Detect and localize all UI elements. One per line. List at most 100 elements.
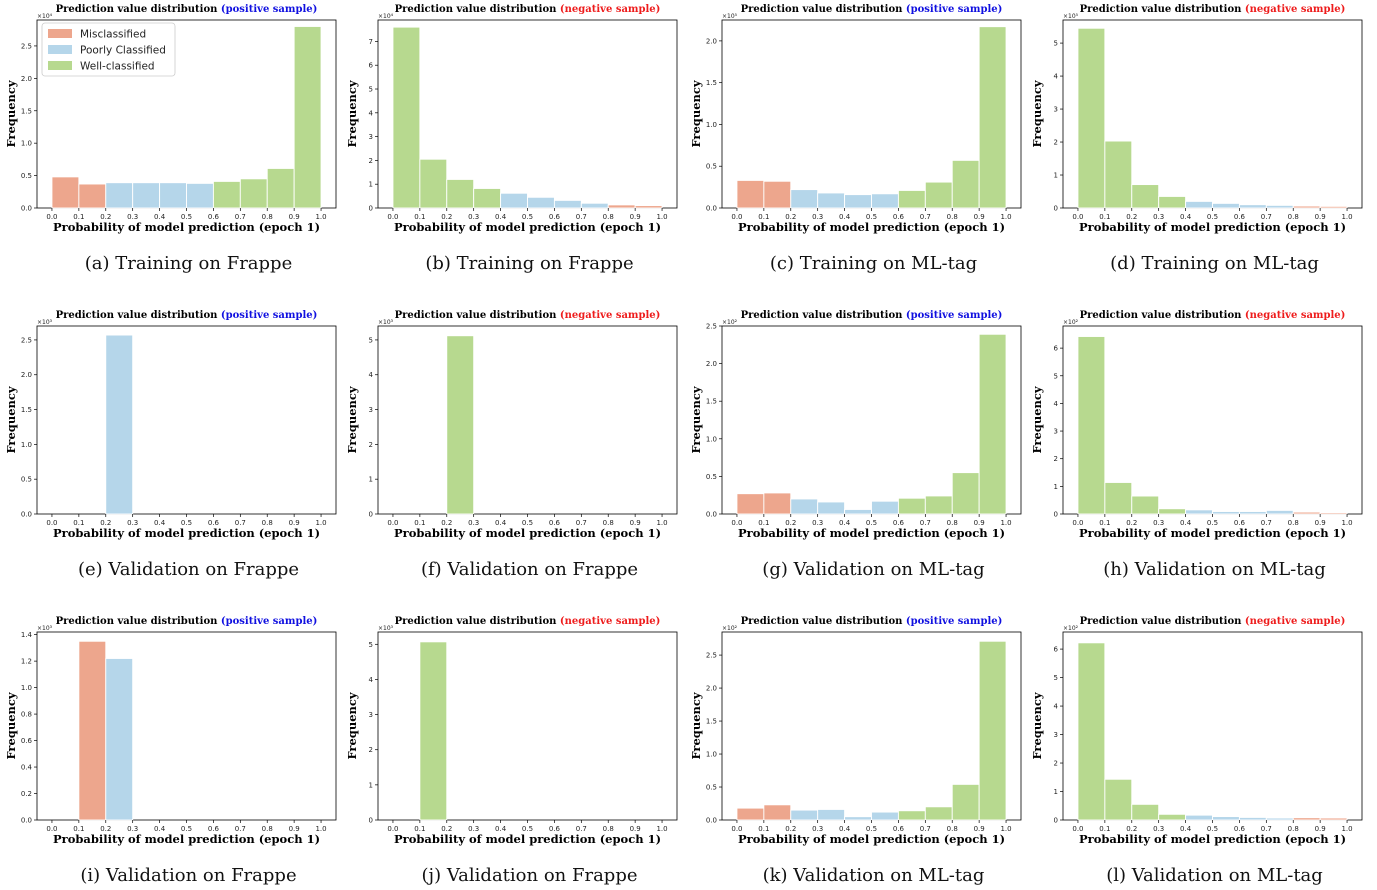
y-tick-label: 1.0: [21, 140, 32, 148]
x-tick-label: 0.7: [1261, 825, 1272, 833]
x-tick-label: 0.9: [289, 519, 300, 527]
bar: [446, 178, 475, 209]
bar: [817, 501, 846, 515]
bar: [159, 182, 187, 209]
subplot-g: Prediction value distribution (positive …: [689, 310, 1022, 580]
x-tick-label: 0.7: [235, 213, 246, 221]
bar: [1212, 816, 1240, 821]
x-tick-label: 0.7: [920, 213, 931, 221]
bar: [392, 26, 421, 209]
y-tick-label: 2.5: [21, 42, 32, 50]
title-sample: (negative sample): [560, 310, 660, 321]
subplot-f: Prediction value distribution (negative …: [345, 310, 678, 580]
axis-multiplier: ×10²: [722, 319, 738, 326]
y-tick-label: 1: [1054, 483, 1058, 491]
axes-frame: [377, 325, 678, 515]
x-tick-label: 0.1: [1099, 519, 1110, 527]
x-tick-label: 0.0: [731, 825, 742, 833]
bar: [1265, 817, 1294, 821]
y-tick-label: 4: [369, 109, 374, 117]
subfigure-caption: (b) Training on Frappe: [425, 253, 633, 274]
x-tick-label: 1.0: [1341, 519, 1352, 527]
bar: [790, 809, 819, 821]
title-main: Prediction value distribution: [741, 310, 904, 321]
x-axis-label: Probability of model prediction (epoch 1…: [394, 526, 661, 540]
x-tick-label: 0.4: [839, 519, 851, 527]
x-tick-label: 0.7: [920, 825, 931, 833]
x-tick-label: 0.9: [630, 519, 641, 527]
x-tick-label: 0.6: [1234, 519, 1246, 527]
x-tick-label: 0.3: [1153, 213, 1164, 221]
y-tick-label: 0: [369, 511, 373, 519]
subplot-j: Prediction value distribution (negative …: [345, 616, 678, 886]
bar: [78, 183, 107, 209]
x-tick-label: 0.2: [441, 825, 452, 833]
title-sample: (positive sample): [221, 616, 317, 627]
y-axis-label: Frequency: [345, 386, 359, 453]
bar: [473, 188, 502, 209]
y-tick-label: 0.0: [21, 205, 32, 213]
x-tick-label: 0.1: [1099, 213, 1110, 221]
y-tick-label: 4: [369, 371, 374, 379]
title-sample: (negative sample): [1245, 616, 1345, 627]
subfigure-caption: (d) Training on ML-tag: [1110, 253, 1319, 274]
bar: [1265, 509, 1294, 515]
x-tick-label: 0.8: [947, 213, 958, 221]
x-tick-label: 0.7: [235, 825, 246, 833]
x-tick-label: 0.9: [1315, 519, 1326, 527]
axis-multiplier: ×10⁴: [378, 13, 394, 20]
bar: [817, 192, 846, 209]
y-tick-label: 1: [1054, 788, 1058, 796]
bar: [1185, 200, 1213, 209]
y-tick-label: 2.0: [21, 371, 32, 379]
bar: [553, 199, 582, 209]
x-tick-label: 0.7: [576, 519, 587, 527]
axis-multiplier: ×10⁵: [722, 13, 738, 20]
bar: [607, 204, 636, 209]
bar: [1077, 336, 1106, 515]
bar: [763, 180, 792, 209]
x-tick-label: 1.0: [1000, 825, 1011, 833]
plot-title: Prediction value distribution (negative …: [1080, 310, 1346, 321]
x-tick-label: 0.5: [522, 825, 533, 833]
x-tick-label: 0.6: [893, 213, 905, 221]
y-tick-label: 2.5: [706, 323, 717, 331]
title-sample: (positive sample): [906, 616, 1002, 627]
subfigure-caption: (j) Validation on Frappe: [421, 865, 637, 886]
x-tick-label: 0.4: [154, 825, 166, 833]
y-tick-label: 1: [369, 781, 373, 789]
x-tick-label: 0.3: [468, 825, 479, 833]
subfigure-caption: (a) Training on Frappe: [85, 253, 292, 274]
legend-label: Poorly Classified: [80, 45, 166, 57]
x-axis-label: Probability of model prediction (epoch 1…: [1079, 220, 1346, 234]
bar: [790, 498, 819, 515]
x-tick-label: 0.2: [785, 213, 796, 221]
bar: [951, 472, 980, 515]
y-tick-label: 2.0: [706, 360, 717, 368]
bar: [978, 640, 1007, 821]
plot-title: Prediction value distribution (positive …: [56, 310, 318, 321]
x-tick-label: 0.3: [812, 519, 823, 527]
y-tick-label: 1.2: [21, 658, 32, 666]
y-axis-label: Frequency: [689, 80, 703, 147]
bar: [1104, 482, 1133, 515]
subplot-i: Prediction value distribution (positive …: [4, 616, 337, 886]
legend-label: Misclassified: [80, 29, 146, 41]
bar: [1238, 204, 1267, 209]
y-tick-label: 3: [1054, 428, 1058, 436]
y-tick-label: 4: [369, 676, 374, 684]
x-tick-label: 0.3: [812, 213, 823, 221]
x-tick-label: 0.2: [100, 213, 111, 221]
x-tick-label: 0.1: [73, 825, 84, 833]
y-tick-label: 2: [369, 746, 373, 754]
x-tick-label: 0.6: [549, 213, 561, 221]
x-tick-label: 0.8: [262, 519, 273, 527]
bar: [1158, 196, 1187, 209]
x-tick-label: 0.3: [127, 825, 138, 833]
title-sample: (negative sample): [560, 616, 660, 627]
x-tick-label: 0.6: [893, 825, 905, 833]
subfigure-caption: (g) Validation on ML-tag: [762, 559, 984, 580]
x-tick-label: 0.7: [1261, 519, 1272, 527]
title-main: Prediction value distribution: [56, 616, 219, 627]
x-tick-label: 0.9: [974, 519, 985, 527]
